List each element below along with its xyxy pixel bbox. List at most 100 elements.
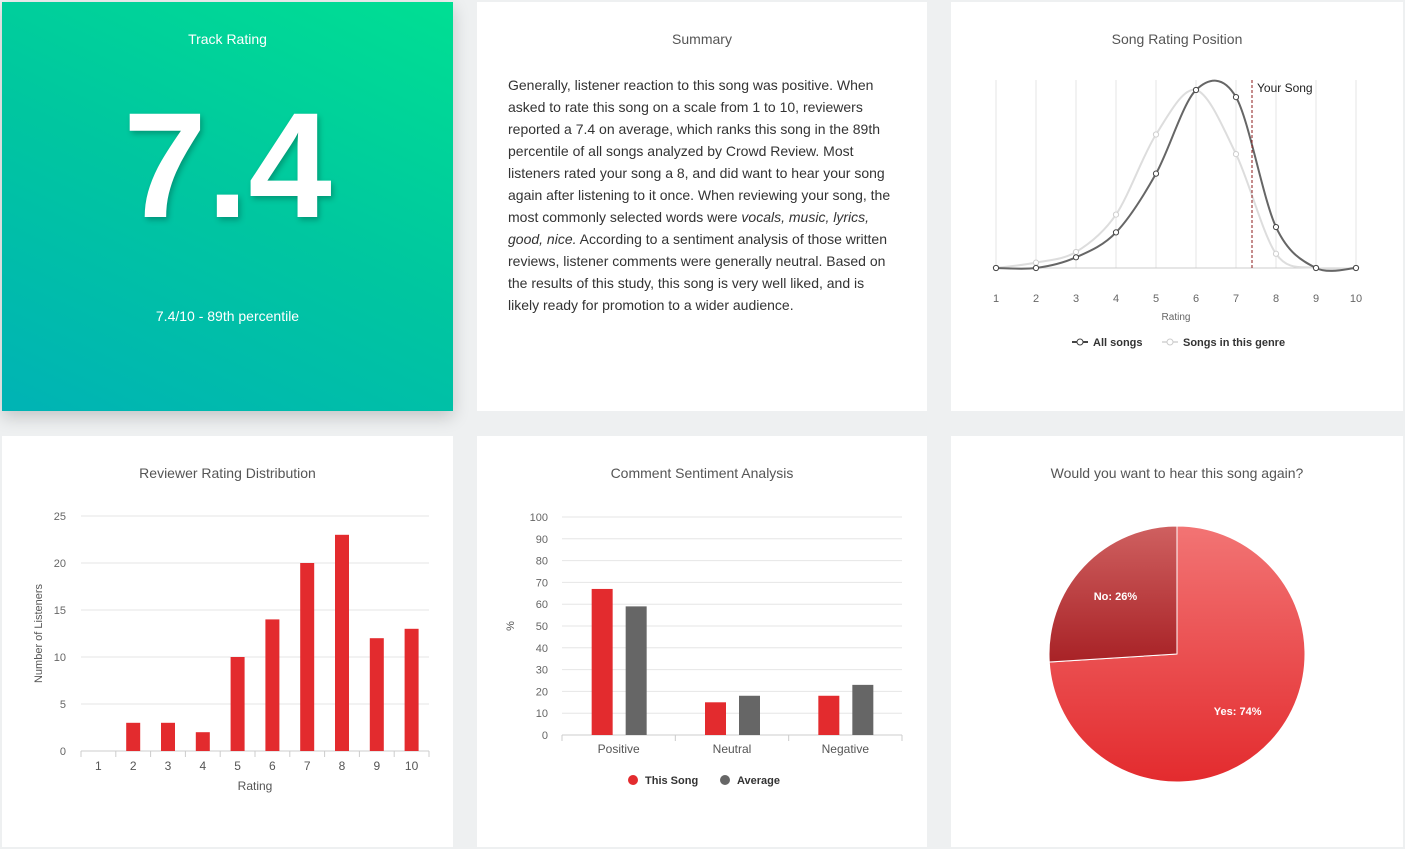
sentiment-analysis-chart: 0 10 20 30 40 50 60 70 80 90 100% Positive Neutral Ne… — [505, 512, 903, 787]
x-tick-label: 10 — [1350, 293, 1362, 305]
x-tick-label: 6 — [1193, 293, 1199, 305]
x-tick-label: 1 — [95, 759, 102, 773]
summary-text-before: Generally, listener reaction to this son… — [508, 77, 891, 225]
x-axis-title: Rating — [1162, 312, 1191, 323]
x-tick-label: 4 — [1113, 293, 1119, 305]
y-tick-label: 0 — [542, 730, 548, 742]
data-point — [992, 264, 1000, 272]
y-tick-label: 20 — [54, 558, 66, 570]
y-tick-label: 5 — [60, 699, 66, 711]
x-tick-label: Positive — [598, 742, 640, 756]
y-tick-label: 0 — [60, 746, 66, 758]
rating-distribution-card: Reviewer Rating Distribution 0 5 10 15 20 25 1… — [2, 436, 453, 847]
x-tick-label: 5 — [1153, 293, 1159, 305]
legend-marker — [1166, 338, 1174, 346]
rating-distribution-chart: 0 5 10 15 20 25 1 2 3 4 5 6 7 8 9 10 Rating Number of Lis… — [33, 511, 430, 793]
x-tick-label: 3 — [1073, 293, 1079, 305]
x-axis-title: Rating — [238, 779, 273, 793]
bar — [230, 657, 245, 751]
x-tick-label: 7 — [1233, 293, 1239, 305]
chart-title: Comment Sentiment Analysis — [610, 465, 794, 481]
y-tick-label: 20 — [536, 686, 548, 698]
data-point — [1072, 248, 1080, 256]
bar — [818, 695, 840, 735]
data-point — [1072, 254, 1080, 261]
sentiment-analysis-card: Comment Sentiment Analysis 0 10 20 30 40 50 60… — [477, 436, 927, 847]
summary-title: Summary — [672, 31, 732, 47]
x-tick-label: 3 — [165, 759, 172, 773]
pie-slice — [1048, 525, 1178, 663]
data-point — [1112, 211, 1120, 218]
x-tick-label: 9 — [373, 759, 380, 773]
y-tick-label: 30 — [536, 665, 548, 677]
x-tick-label: 8 — [1273, 293, 1279, 305]
data-point — [1232, 150, 1240, 158]
chart-title: Reviewer Rating Distribution — [139, 465, 316, 481]
x-tick-label: 6 — [269, 759, 276, 773]
legend-marker — [1076, 338, 1084, 346]
y-axis-title: Number of Listeners — [33, 583, 45, 683]
legend-marker — [628, 775, 638, 785]
track-rating-title: Track Rating — [188, 31, 267, 47]
legend-marker — [720, 775, 730, 785]
x-tick-label: Neutral — [713, 742, 752, 756]
bar — [369, 638, 384, 751]
hear-again-card: Would you want to hear this song again? … — [951, 436, 1403, 847]
y-tick-label: 10 — [536, 708, 548, 720]
pie-label: Yes: 74% — [1214, 706, 1262, 718]
legend-label: Songs in this genre — [1183, 337, 1285, 349]
summary-text: Generally, listener reaction to this son… — [508, 74, 893, 316]
bar — [404, 628, 419, 751]
y-tick-label: 15 — [54, 605, 66, 617]
summary-card: Summary Generally, listener reaction to … — [477, 2, 927, 411]
x-tick-label: 9 — [1313, 293, 1319, 305]
y-tick-label: 25 — [54, 511, 66, 523]
x-tick-label: 2 — [1033, 293, 1039, 305]
data-point — [1032, 264, 1040, 272]
y-tick-label: 90 — [536, 534, 548, 546]
track-rating-subtitle: 7.4/10 - 89th percentile — [155, 308, 300, 324]
track-rating-card: Track Rating 7.4 7.4/10 - 89th percentil… — [2, 2, 453, 411]
bar — [591, 588, 613, 735]
x-tick-label: 1 — [993, 293, 999, 305]
y-tick-label: 40 — [536, 643, 548, 655]
y-tick-label: 80 — [536, 556, 548, 568]
bar — [126, 722, 141, 751]
data-point — [1312, 264, 1320, 272]
x-tick-label: Negative — [822, 742, 870, 756]
data-point — [1192, 86, 1200, 94]
x-tick-label: 4 — [199, 759, 206, 773]
bar — [161, 722, 175, 751]
data-point — [1232, 94, 1240, 101]
data-point — [1152, 170, 1160, 177]
song-rating-position-chart: 1 2 3 4 5 6 7 8 9 10 Rating Your Song All songs Songs… — [992, 79, 1362, 349]
series-line — [995, 88, 1357, 271]
bar — [195, 732, 210, 751]
data-point — [1152, 131, 1160, 138]
bar — [335, 534, 349, 751]
pie-label: No: 26% — [1094, 591, 1138, 603]
bar — [625, 606, 647, 735]
x-tick-label: 8 — [339, 759, 346, 773]
data-point — [1272, 223, 1280, 231]
x-tick-label: 7 — [304, 759, 311, 773]
legend-label: All songs — [1093, 337, 1143, 349]
x-tick-label: 10 — [405, 759, 419, 773]
hear-again-pie-chart: Yes: 74% No: 26% — [1048, 525, 1306, 783]
series-line — [995, 79, 1357, 272]
bar — [705, 702, 726, 735]
data-point — [1352, 264, 1360, 272]
bar — [852, 684, 874, 735]
track-rating-value: 7.4 — [123, 81, 332, 249]
bar — [739, 695, 760, 735]
y-tick-label: 60 — [536, 599, 548, 611]
song-rating-position-card: Song Rating Position 1 2 3 4 5 6 7 8 9 10 Rating Yo… — [951, 2, 1403, 411]
summary-text-after: According to a sentiment analysis of tho… — [508, 231, 887, 313]
y-tick-label: 100 — [530, 512, 548, 524]
summary-text-words: vocals, music, lyrics, good, nice. — [508, 209, 869, 247]
bar — [265, 619, 280, 751]
legend-label: Average — [737, 775, 780, 787]
x-tick-label: 2 — [130, 759, 137, 773]
y-tick-label: 70 — [536, 577, 548, 589]
chart-title: Song Rating Position — [1111, 31, 1243, 47]
